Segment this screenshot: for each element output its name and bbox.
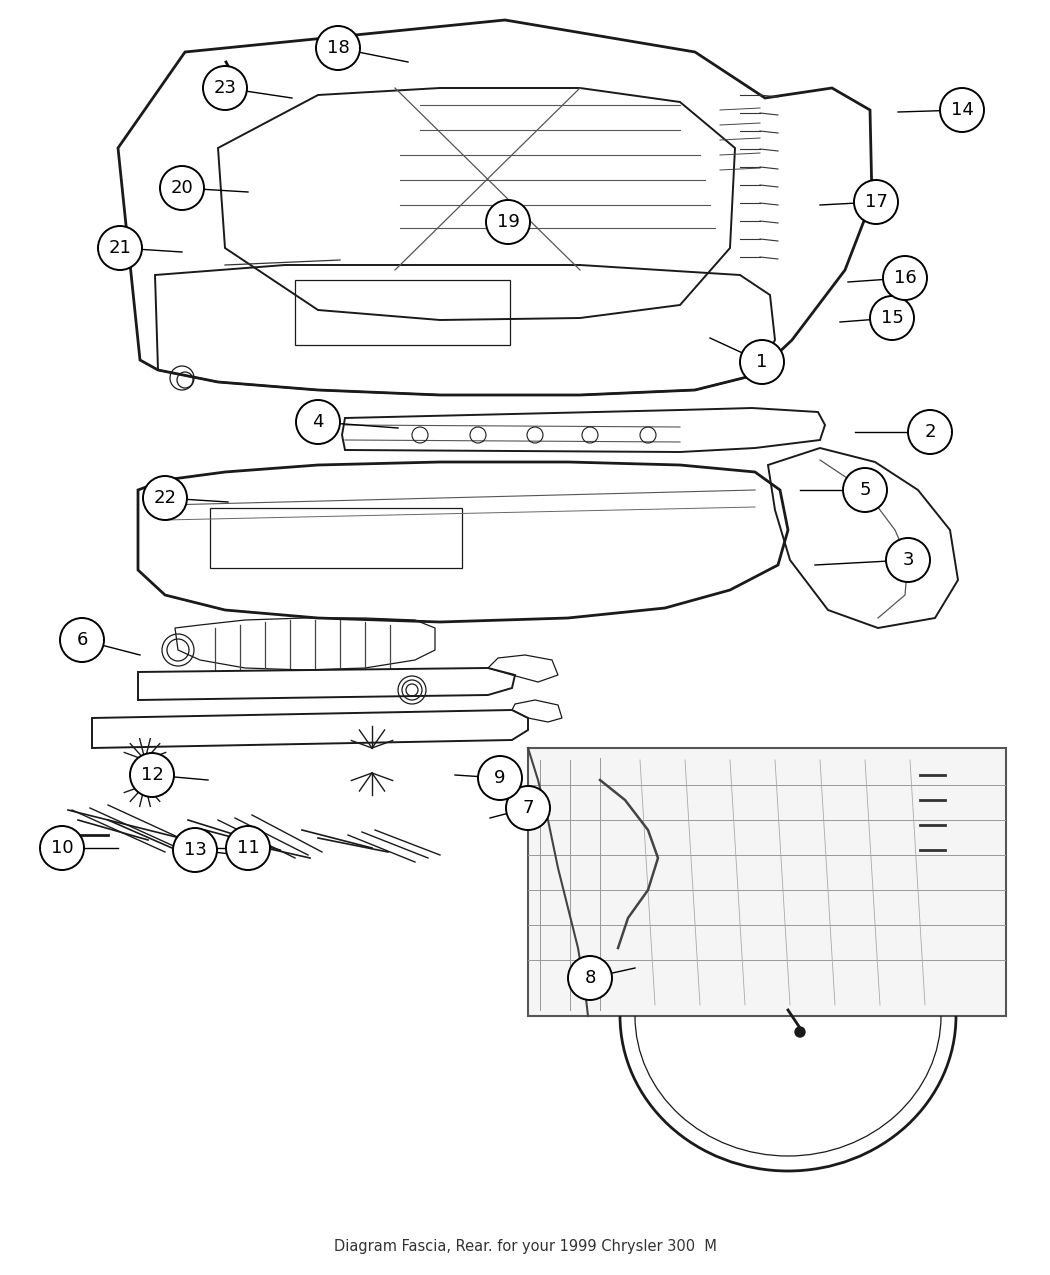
- Circle shape: [843, 468, 887, 513]
- Circle shape: [908, 411, 952, 454]
- Circle shape: [40, 826, 84, 870]
- Text: 13: 13: [184, 842, 207, 859]
- Text: 1: 1: [756, 353, 768, 371]
- Circle shape: [60, 618, 104, 662]
- Text: Diagram Fascia, Rear. for your 1999 Chrysler 300  M: Diagram Fascia, Rear. for your 1999 Chry…: [334, 1239, 716, 1255]
- Circle shape: [568, 956, 612, 1000]
- Bar: [528, 748, 1006, 1016]
- Circle shape: [130, 754, 174, 797]
- Text: 16: 16: [894, 269, 917, 287]
- Text: 23: 23: [213, 79, 236, 97]
- Circle shape: [173, 827, 217, 872]
- Circle shape: [883, 256, 927, 300]
- Text: 20: 20: [170, 179, 193, 198]
- Text: 11: 11: [236, 839, 259, 857]
- Circle shape: [478, 756, 522, 799]
- Circle shape: [98, 226, 142, 270]
- Circle shape: [296, 400, 340, 444]
- Text: 18: 18: [327, 40, 350, 57]
- Circle shape: [506, 785, 550, 830]
- Circle shape: [316, 26, 360, 70]
- Circle shape: [740, 340, 784, 384]
- Text: 10: 10: [50, 839, 74, 857]
- Circle shape: [870, 296, 914, 340]
- Circle shape: [143, 476, 187, 520]
- Text: 8: 8: [584, 969, 595, 987]
- Text: 2: 2: [924, 423, 936, 441]
- Circle shape: [160, 166, 204, 210]
- Text: 17: 17: [864, 193, 887, 210]
- Text: 9: 9: [495, 769, 506, 787]
- Circle shape: [226, 826, 270, 870]
- Circle shape: [854, 180, 898, 224]
- Text: 7: 7: [522, 799, 533, 817]
- Circle shape: [886, 538, 930, 581]
- Text: 3: 3: [902, 551, 913, 569]
- Circle shape: [203, 66, 247, 110]
- Text: 14: 14: [950, 101, 973, 119]
- Text: 21: 21: [108, 238, 131, 258]
- Text: 12: 12: [141, 766, 164, 784]
- Circle shape: [795, 1026, 805, 1037]
- Text: 15: 15: [881, 309, 903, 326]
- Circle shape: [940, 88, 984, 133]
- Text: 5: 5: [859, 481, 870, 499]
- Text: 22: 22: [153, 490, 176, 507]
- Text: 19: 19: [497, 213, 520, 231]
- Text: 4: 4: [312, 413, 323, 431]
- Circle shape: [486, 200, 530, 244]
- Text: 6: 6: [77, 631, 88, 649]
